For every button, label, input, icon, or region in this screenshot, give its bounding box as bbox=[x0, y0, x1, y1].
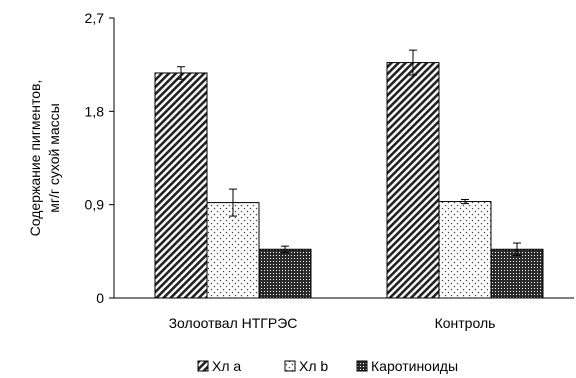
legend-swatch bbox=[284, 360, 296, 372]
y-axis-title-line: Содержание пигментов, bbox=[27, 80, 43, 237]
bar bbox=[206, 202, 260, 299]
y-ticks: 0 0,9 1,8 2,7 bbox=[85, 10, 114, 306]
legend-label: Хл a bbox=[212, 358, 241, 374]
y-tick-label: 2,7 bbox=[85, 10, 105, 26]
bars bbox=[154, 62, 544, 299]
legend-label: Хл b bbox=[299, 358, 328, 374]
legend: Хл a Хл b Каротиноиды bbox=[197, 358, 458, 374]
bar bbox=[386, 62, 440, 299]
y-tick-label: 1,8 bbox=[85, 103, 105, 119]
x-tick-labels: Золоотвал НТГРЭС Контроль bbox=[169, 315, 496, 331]
error-bars bbox=[177, 49, 521, 256]
x-tick-label: Контроль bbox=[435, 315, 496, 331]
y-tick-label: 0,9 bbox=[85, 197, 105, 213]
y-axis-title: Содержание пигментов, мг/г сухой массы bbox=[27, 80, 62, 237]
bar bbox=[258, 248, 312, 299]
bar bbox=[438, 201, 492, 299]
legend-label: Каротиноиды bbox=[371, 358, 458, 374]
legend-swatch bbox=[356, 360, 368, 372]
y-axis-title-line: мг/г сухой массы bbox=[46, 103, 62, 212]
bar bbox=[154, 72, 208, 299]
bar bbox=[490, 248, 544, 299]
y-tick-label: 0 bbox=[96, 290, 104, 306]
x-tick-label: Золоотвал НТГРЭС bbox=[169, 315, 298, 331]
legend-swatch bbox=[197, 360, 209, 372]
